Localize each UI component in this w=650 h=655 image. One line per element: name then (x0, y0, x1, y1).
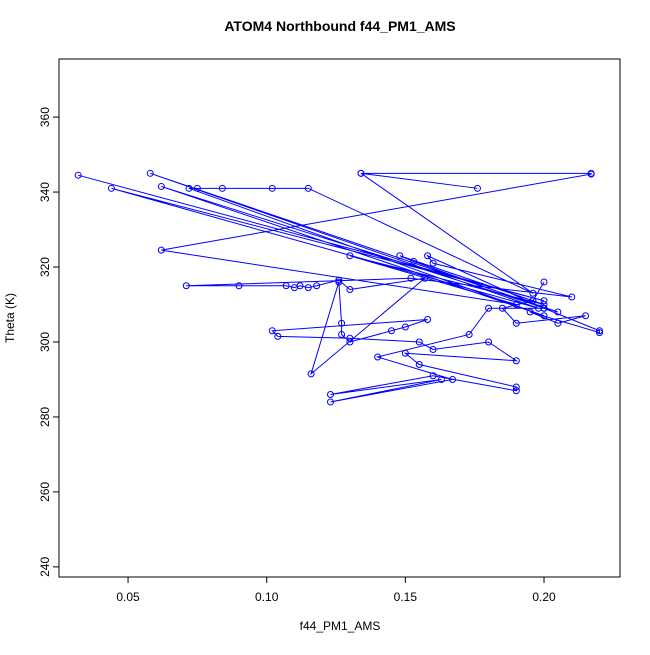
data-point (307, 370, 315, 378)
data-point (595, 327, 603, 335)
data-point (157, 246, 165, 254)
data-point (268, 184, 276, 192)
y-tick-label: 340 (38, 182, 52, 202)
data-point (529, 289, 537, 297)
data-point (415, 360, 423, 368)
data-point (529, 297, 537, 305)
data-point (338, 319, 346, 327)
data-point (387, 327, 395, 335)
data-point (485, 338, 493, 346)
data-point (485, 304, 493, 312)
data-point (540, 297, 548, 305)
data-point (407, 274, 415, 282)
data-line (78, 172, 600, 403)
data-point (335, 278, 343, 286)
data-point (326, 398, 334, 406)
data-point (540, 304, 548, 312)
data-point (465, 330, 473, 338)
data-point (146, 169, 154, 177)
y-tick-label: 260 (38, 482, 52, 502)
data-point (274, 332, 282, 340)
data-point (357, 169, 365, 177)
data-point (157, 182, 165, 190)
data-point (218, 184, 226, 192)
data-point (540, 278, 548, 286)
data-point (326, 390, 334, 398)
data-point (346, 252, 354, 260)
data-point (410, 257, 418, 265)
data-point (554, 319, 562, 327)
data-point (304, 184, 312, 192)
data-point (74, 171, 82, 179)
data-point (473, 184, 481, 192)
data-point (268, 327, 276, 335)
data-point (429, 372, 437, 380)
data-point (554, 308, 562, 316)
data-point (424, 252, 432, 260)
data-point (374, 353, 382, 361)
data-point (512, 319, 520, 327)
y-axis-label: Theta (K) (3, 293, 17, 343)
data-point (346, 334, 354, 342)
data-point (421, 274, 429, 282)
x-tick-label: 0.15 (394, 590, 418, 604)
data-point (182, 282, 190, 290)
plot-frame (58, 58, 621, 578)
x-tick-label: 0.10 (255, 590, 279, 604)
data-point (540, 312, 548, 320)
data-point (429, 259, 437, 267)
data-point (512, 301, 520, 309)
data-point (587, 170, 595, 178)
data-point (304, 284, 312, 292)
data-point (595, 329, 603, 337)
data-point (235, 282, 243, 290)
data-point (512, 387, 520, 395)
data-point (346, 286, 354, 294)
data-point (282, 282, 290, 290)
data-point (193, 184, 201, 192)
data-point (424, 315, 432, 323)
data-point (396, 252, 404, 260)
y-tick-label: 320 (38, 257, 52, 277)
data-point (401, 349, 409, 357)
x-tick-label: 0.05 (116, 590, 140, 604)
data-point (401, 323, 409, 331)
y-tick-label: 240 (38, 557, 52, 577)
data-point (415, 338, 423, 346)
y-tick-label: 300 (38, 332, 52, 352)
y-tick-label: 360 (38, 107, 52, 127)
data-point (582, 312, 590, 320)
data-point (335, 276, 343, 284)
x-tick-label: 0.20 (532, 590, 556, 604)
data-point (107, 184, 115, 192)
data-point (185, 184, 193, 192)
data-point (346, 338, 354, 346)
data-point (512, 357, 520, 365)
data-point (526, 308, 534, 316)
y-tick-label: 280 (38, 407, 52, 427)
data-point (449, 375, 457, 383)
data-point (498, 304, 506, 312)
chart-title: ATOM4 Northbound f44_PM1_AMS (224, 18, 455, 34)
data-point (437, 375, 445, 383)
data-point (338, 330, 346, 338)
x-axis-label: f44_PM1_AMS (300, 619, 381, 633)
data-point (540, 301, 548, 309)
data-point (313, 282, 321, 290)
data-point (296, 282, 304, 290)
data-point (429, 345, 437, 353)
data-point (568, 293, 576, 301)
data-point (512, 383, 520, 391)
